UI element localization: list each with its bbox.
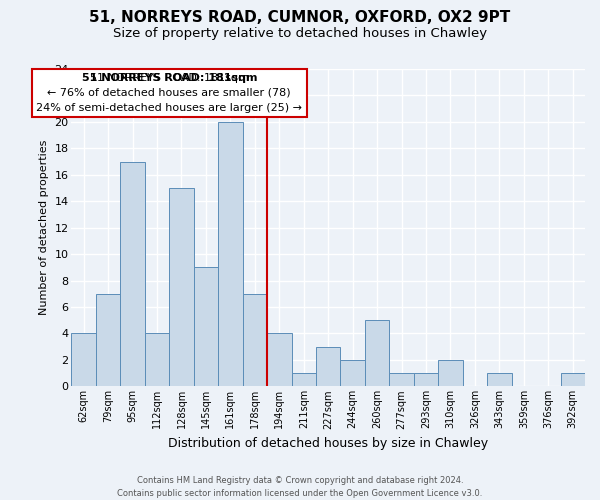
Bar — [121, 162, 145, 386]
Y-axis label: Number of detached properties: Number of detached properties — [39, 140, 49, 316]
Bar — [560, 373, 585, 386]
Bar — [414, 373, 438, 386]
Text: 51 NORREYS ROAD: 181sqm
← 76% of detached houses are smaller (78)
24% of semi-de: 51 NORREYS ROAD: 181sqm ← 76% of detache… — [36, 73, 302, 112]
Text: 51, NORREYS ROAD, CUMNOR, OXFORD, OX2 9PT: 51, NORREYS ROAD, CUMNOR, OXFORD, OX2 9P… — [89, 10, 511, 25]
Text: Size of property relative to detached houses in Chawley: Size of property relative to detached ho… — [113, 28, 487, 40]
Bar — [340, 360, 365, 386]
Bar — [316, 346, 340, 387]
Bar — [389, 373, 414, 386]
Bar — [96, 294, 121, 386]
Bar — [365, 320, 389, 386]
Bar — [71, 334, 96, 386]
Text: Contains HM Land Registry data © Crown copyright and database right 2024.
Contai: Contains HM Land Registry data © Crown c… — [118, 476, 482, 498]
Bar — [194, 268, 218, 386]
Bar — [292, 373, 316, 386]
Bar — [169, 188, 194, 386]
Bar — [487, 373, 512, 386]
Bar — [242, 294, 267, 386]
Bar — [438, 360, 463, 386]
X-axis label: Distribution of detached houses by size in Chawley: Distribution of detached houses by size … — [168, 437, 488, 450]
Bar — [145, 334, 169, 386]
Text: 51 NORREYS ROAD: 181sqm: 51 NORREYS ROAD: 181sqm — [82, 73, 257, 83]
Bar — [267, 334, 292, 386]
Bar — [218, 122, 242, 386]
